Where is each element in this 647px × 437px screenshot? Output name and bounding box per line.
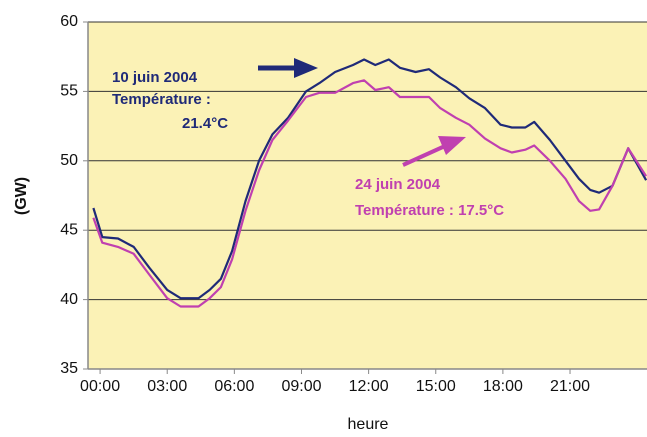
series-line [92,79,647,308]
x-tick-label: 12:00 [349,378,389,395]
y-tick-label: 40 [60,291,78,308]
x-tick-label: 15:00 [416,378,456,395]
plot-area [88,22,647,369]
arrow-blue [258,58,318,78]
x-tick-label: 09:00 [281,378,321,395]
x-tick-label: 18:00 [483,378,523,395]
annotation: 10 juin 2004 [112,69,198,86]
annotation: Température : 17.5°C [355,202,504,219]
x-axis-label: heure [348,416,389,433]
x-tick-label: 21:00 [550,378,590,395]
y-tick-label: 35 [60,360,78,377]
lines [92,58,647,308]
series-line [92,58,647,300]
y-tick-label: 50 [60,152,78,169]
annotation: 21.4°C [182,115,228,132]
y-tick-label: 55 [60,83,78,100]
x-tick-label: 00:00 [80,378,120,395]
annotation: 24 juin 2004 [355,176,441,193]
x-tick-label: 06:00 [214,378,254,395]
y-tick-label: 60 [60,13,78,30]
annotation: Température : [112,91,211,108]
y-tick-label: 45 [60,221,78,238]
arrow-pink [402,136,466,167]
x-tick-label: 03:00 [147,378,187,395]
y-axis-label: (GW) [13,177,30,215]
